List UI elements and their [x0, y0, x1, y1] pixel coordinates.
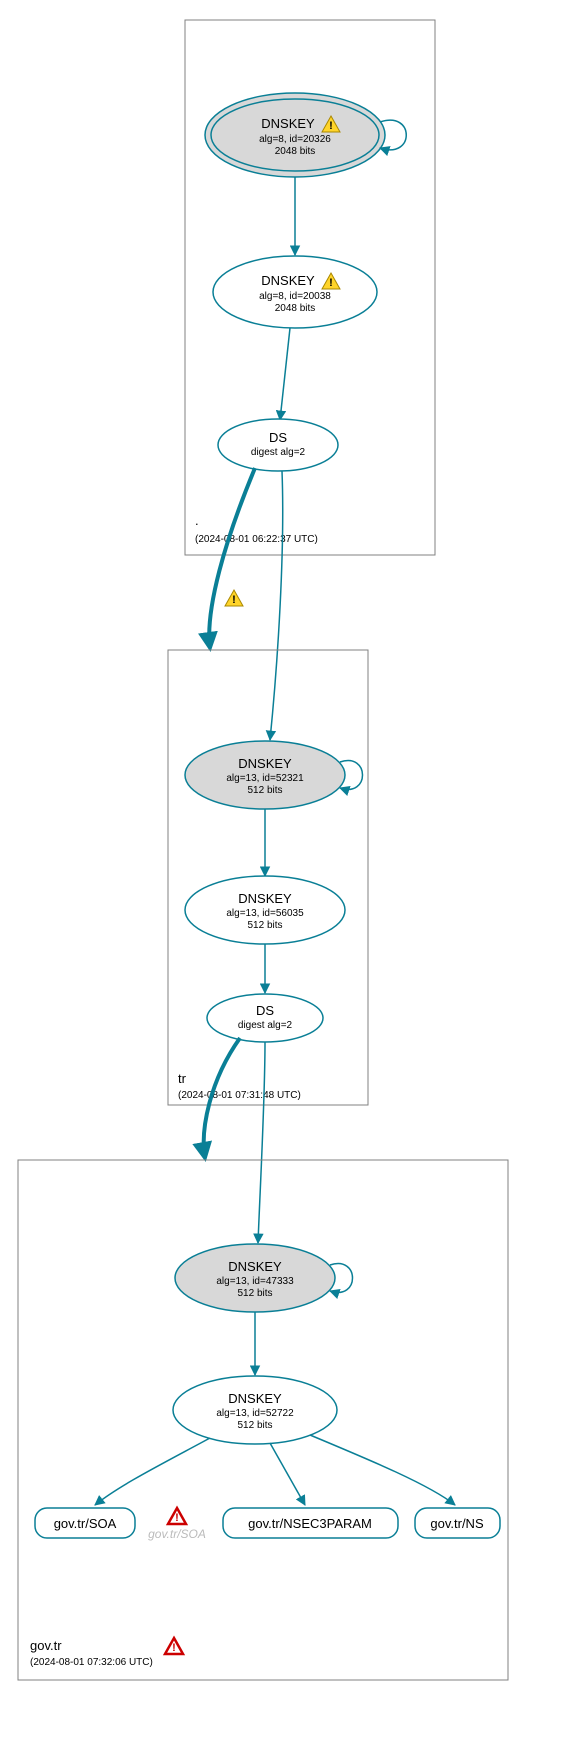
- svg-text:!: !: [329, 277, 333, 289]
- svg-text:512 bits: 512 bits: [237, 1288, 272, 1299]
- svg-text:2048 bits: 2048 bits: [275, 303, 316, 314]
- edge-zsk-soa: [95, 1438, 210, 1505]
- edge-zsk-nsec3: [270, 1443, 305, 1505]
- svg-text:2048 bits: 2048 bits: [275, 146, 316, 157]
- zone-label-root: .: [195, 513, 199, 528]
- rrset-ns: gov.tr/NS: [415, 1508, 500, 1538]
- svg-text:DNSKEY: DNSKEY: [238, 756, 292, 771]
- svg-text:!: !: [329, 120, 333, 132]
- node-tr-ksk: DNSKEY alg=13, id=52321 512 bits: [185, 741, 345, 809]
- svg-text:!: !: [172, 1642, 176, 1654]
- zone-label-tr: tr: [178, 1071, 187, 1086]
- svg-text:512 bits: 512 bits: [247, 920, 282, 931]
- node-tr-zsk: DNSKEY alg=13, id=56035 512 bits: [185, 876, 345, 944]
- svg-text:512 bits: 512 bits: [237, 1420, 272, 1431]
- svg-text:DS: DS: [269, 430, 287, 445]
- svg-text:DNSKEY: DNSKEY: [228, 1259, 282, 1274]
- node-tr-ds: DS digest alg=2: [207, 994, 323, 1042]
- svg-text:gov.tr/SOA: gov.tr/SOA: [54, 1516, 117, 1531]
- rrset-nsec3: gov.tr/NSEC3PARAM: [223, 1508, 398, 1538]
- svg-text:DNSKEY: DNSKEY: [261, 273, 315, 288]
- svg-text:alg=13, id=47333: alg=13, id=47333: [216, 1276, 294, 1287]
- svg-text:512 bits: 512 bits: [247, 785, 282, 796]
- svg-text:gov.tr/SOA: gov.tr/SOA: [148, 1527, 206, 1541]
- svg-text:!: !: [232, 594, 236, 606]
- svg-text:DNSKEY: DNSKEY: [228, 1391, 282, 1406]
- rrset-soa-ghost: ! gov.tr/SOA: [148, 1508, 206, 1541]
- node-gov-ksk: DNSKEY alg=13, id=47333 512 bits: [175, 1244, 335, 1312]
- edge-trds-govksk-thin: [258, 1042, 265, 1243]
- zone-timestamp-root: (2024-08-01 06:22:37 UTC): [195, 534, 318, 545]
- edge-ds-trksk-thin: [270, 471, 283, 740]
- zone-label-govtr: gov.tr: [30, 1638, 62, 1653]
- svg-text:alg=8, id=20326: alg=8, id=20326: [259, 134, 331, 145]
- svg-text:alg=8, id=20038: alg=8, id=20038: [259, 291, 331, 302]
- rrset-soa: gov.tr/SOA: [35, 1508, 135, 1538]
- error-icon: !: [168, 1508, 186, 1524]
- svg-text:digest alg=2: digest alg=2: [238, 1020, 293, 1031]
- edge-zsk-ns: [310, 1435, 455, 1505]
- warning-icon: !: [225, 590, 243, 606]
- node-root-zsk: DNSKEY alg=8, id=20038 2048 bits !: [213, 256, 377, 328]
- svg-text:alg=13, id=52321: alg=13, id=52321: [226, 773, 304, 784]
- svg-text:DNSKEY: DNSKEY: [261, 116, 315, 131]
- svg-text:DS: DS: [256, 1003, 274, 1018]
- node-gov-zsk: DNSKEY alg=13, id=52722 512 bits: [173, 1376, 337, 1444]
- svg-text:DNSKEY: DNSKEY: [238, 891, 292, 906]
- svg-text:alg=13, id=56035: alg=13, id=56035: [226, 908, 304, 919]
- svg-text:!: !: [175, 1512, 179, 1524]
- error-icon: !: [165, 1638, 183, 1654]
- dnssec-chain-diagram: . (2024-08-01 06:22:37 UTC) DNSKEY alg=8…: [10, 10, 553, 1729]
- node-root-ksk: DNSKEY alg=8, id=20326 2048 bits !: [205, 93, 385, 177]
- zone-timestamp-govtr: (2024-08-01 07:32:06 UTC): [30, 1657, 153, 1668]
- edge-ds-trksk-thick: [209, 468, 255, 648]
- svg-text:gov.tr/NS: gov.tr/NS: [430, 1516, 484, 1531]
- svg-text:digest alg=2: digest alg=2: [251, 447, 306, 458]
- zone-timestamp-tr: (2024-08-01 07:31:48 UTC): [178, 1090, 301, 1101]
- svg-text:alg=13, id=52722: alg=13, id=52722: [216, 1408, 294, 1419]
- svg-text:gov.tr/NSEC3PARAM: gov.tr/NSEC3PARAM: [248, 1516, 372, 1531]
- node-root-ds: DS digest alg=2: [218, 419, 338, 471]
- edge-root-zsk-ds: [280, 328, 290, 420]
